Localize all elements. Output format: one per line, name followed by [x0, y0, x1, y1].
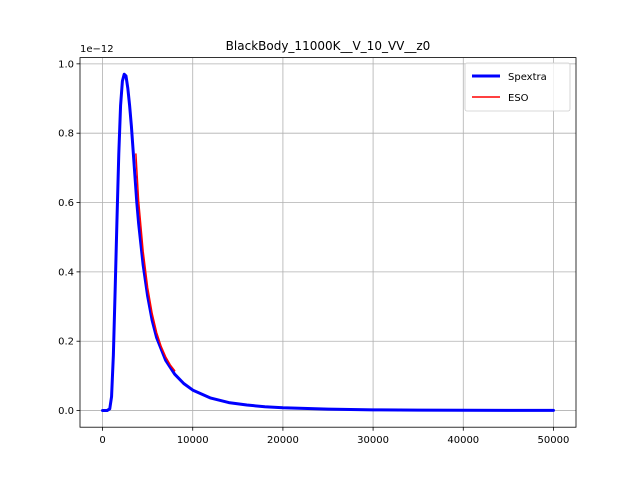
series-line-eso	[135, 153, 176, 372]
y-axis: 0.0 0.2 0.4 0.6 0.8 1.0	[58, 59, 80, 417]
chart-title: BlackBody_11000K__V_10_VV__z0	[226, 39, 431, 53]
x-tick-label: 30000	[357, 435, 389, 446]
plot-area	[80, 57, 576, 428]
x-tick-label: 50000	[538, 435, 570, 446]
y-offset-label: 1e−12	[80, 44, 114, 55]
y-tick-label: 1.0	[58, 59, 74, 70]
y-tick-label: 0.6	[58, 198, 74, 209]
legend: Spextra ESO	[464, 62, 571, 112]
y-tick-label: 0.8	[58, 129, 74, 140]
plot-frame	[79, 57, 577, 428]
grid	[80, 57, 576, 428]
x-axis: 0 10000 20000 30000 40000 50000	[99, 427, 569, 446]
x-tick-label: 40000	[447, 435, 479, 446]
y-tick-label: 0.0	[58, 406, 74, 417]
legend-label-spextra: Spextra	[508, 72, 547, 83]
x-tick-label: 0	[99, 435, 105, 446]
x-tick-label: 20000	[267, 435, 299, 446]
legend-label-eso: ESO	[508, 93, 529, 104]
series-layer	[101, 72, 555, 413]
series-line-spextra	[101, 72, 555, 413]
y-tick-label: 0.2	[58, 337, 74, 348]
x-tick-label: 10000	[177, 435, 209, 446]
y-tick-label: 0.4	[58, 267, 74, 278]
